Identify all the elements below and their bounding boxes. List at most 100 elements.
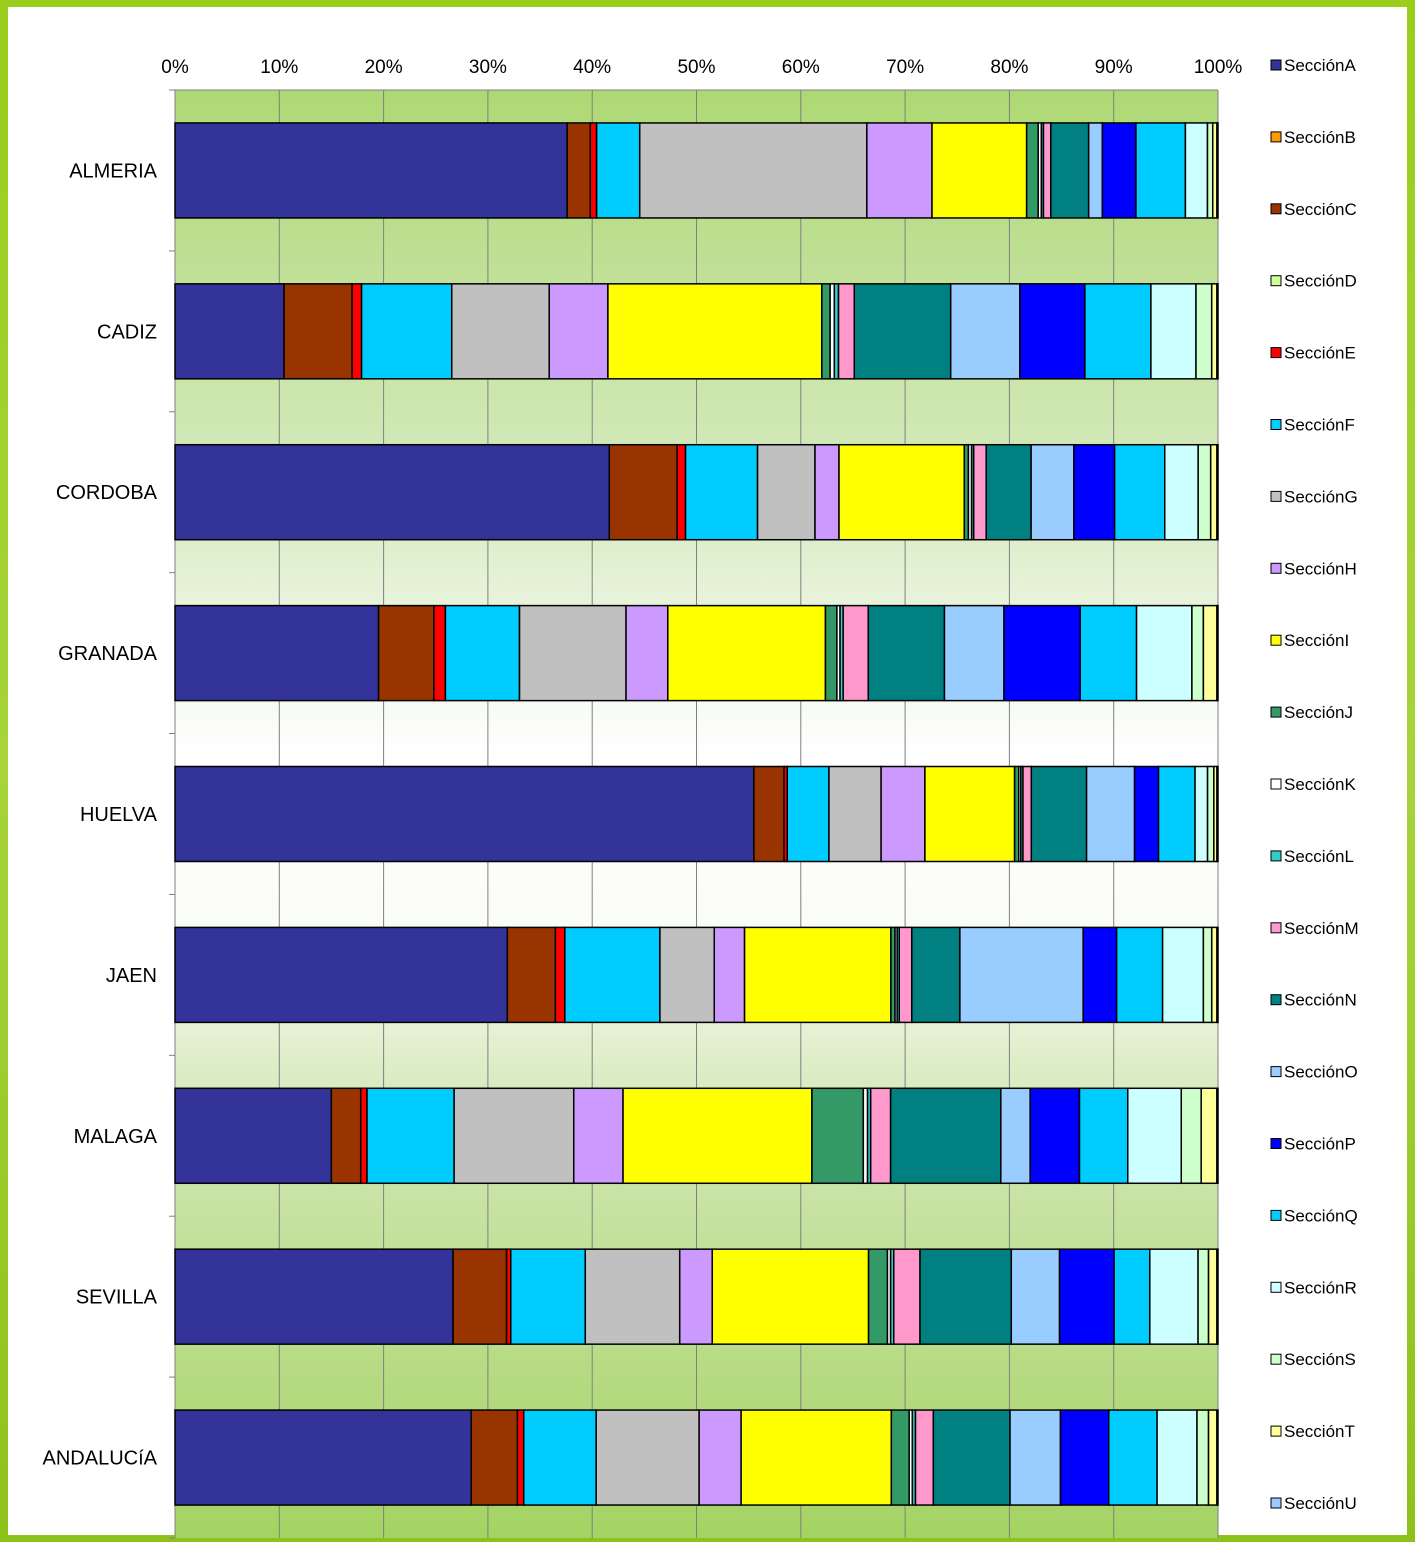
legend-swatch (1270, 419, 1282, 430)
bar-segment: SecciónH — ANDALUCíA (698, 1409, 742, 1506)
bar-segment: SecciónQ — SEVILLA (1113, 1248, 1151, 1345)
legend-label: SecciónK (1284, 775, 1356, 794)
legend-label: SecciónP (1284, 1135, 1356, 1154)
bar-segment: SecciónP — JAEN (1082, 926, 1118, 1024)
bar-segment: SecciónE — CORDOBA (676, 443, 687, 541)
bar-segment: SecciónG — SEVILLA (584, 1248, 681, 1345)
bar-segment: SecciónH — HUELVA (880, 765, 926, 863)
x-tick-label: 100% (1194, 57, 1243, 78)
bar-segment: SecciónS — JAEN (1202, 926, 1213, 1024)
bar-segment: SecciónA — HUELVA (174, 765, 755, 863)
bar-segment: SecciónN — JAEN (911, 926, 961, 1024)
bar-segment: SecciónS — MALAGA (1180, 1087, 1202, 1185)
category-label: JAEN (106, 965, 157, 987)
legend-swatch (1270, 562, 1282, 574)
category-label: CADIZ (97, 321, 157, 343)
legend-swatch (1270, 1497, 1282, 1509)
legend-label: SecciónM (1284, 919, 1359, 938)
legend-label: SecciónO (1284, 1063, 1358, 1082)
bar-segment: SecciónC — GRANADA (377, 604, 435, 702)
bar-segment: SecciónM — CORDOBA (972, 443, 987, 541)
bar-segment: SecciónO — MALAGA (1000, 1087, 1031, 1185)
x-tick-label: 70% (886, 57, 924, 78)
bar-segment: SecciónG — CADIZ (450, 283, 550, 380)
bar-segment: SecciónJ — ANDALUCíA (890, 1409, 910, 1506)
bar-segment: SecciónM — CADIZ (837, 283, 856, 380)
legend-swatch (1270, 1425, 1282, 1437)
legend-swatch (1270, 1138, 1282, 1149)
bar-segment: SecciónS — HUELVA (1206, 765, 1215, 863)
bar-segment: SecciónI — HUELVA (924, 765, 1016, 863)
bar-segment: SecciónA — GRANADA (174, 604, 380, 702)
legend-label: SecciónT (1284, 1422, 1355, 1441)
bar-segment: SecciónU — ALMERIA (1216, 122, 1219, 219)
bar-segment: SecciónP — GRANADA (1003, 604, 1081, 702)
bar-segment: SecciónG — MALAGA (453, 1087, 575, 1185)
category-labels: ALMERIA CADIZ CORDOBA GRANADA HUELVA JAEN MALA… (43, 160, 158, 1469)
bar-segment: SecciónI — JAEN (743, 926, 892, 1024)
bar-segment: SecciónE — ALMERIA (589, 122, 598, 219)
bar-segment: SecciónN — MALAGA (889, 1087, 1002, 1185)
legend-swatch (1270, 275, 1282, 287)
bar-segment: SecciónR — MALAGA (1127, 1087, 1183, 1185)
bar-segment: SecciónQ — GRANADA (1079, 604, 1138, 702)
bar-segment: SecciónJ — ALMERIA (1025, 122, 1039, 219)
legend-label: SecciónA (1284, 56, 1356, 75)
legend-label: SecciónD (1284, 272, 1357, 291)
bar-segment: SecciónS — CADIZ (1195, 283, 1213, 380)
bar-segment: SecciónA — JAEN (174, 926, 509, 1024)
legend-swatch (1270, 706, 1282, 718)
bar-segment: SecciónI — CADIZ (607, 283, 823, 380)
bar-segment: SecciónE — JAEN (554, 926, 566, 1024)
legend-label: SecciónF (1284, 416, 1355, 435)
bar-segment: SecciónP — ANDALUCíA (1059, 1409, 1110, 1506)
bar-segment: SecciónG — HUELVA (828, 765, 882, 863)
bar-segment: SecciónN — GRANADA (867, 604, 946, 702)
bar-segment: SecciónF — GRANADA (444, 604, 521, 702)
category-label: MALAGA (74, 1126, 158, 1148)
bar-segment: SecciónR — JAEN (1161, 926, 1205, 1024)
bar-segment: SecciónJ — MALAGA (811, 1087, 865, 1185)
bar-segment: SecciónN — ALMERIA (1050, 122, 1090, 219)
bar-segment: SecciónC — SEVILLA (452, 1248, 508, 1345)
legend-swatch (1270, 347, 1282, 359)
bar-segment: SecciónU — JAEN (1216, 926, 1219, 1024)
bar-segment: SecciónF — ANDALUCíA (522, 1409, 597, 1506)
bar-segment: SecciónH — MALAGA (572, 1087, 624, 1185)
legend-label: SecciónE (1284, 344, 1356, 363)
bar-segment: SecciónC — MALAGA (330, 1087, 362, 1185)
bar-segment: SecciónO — ALMERIA (1087, 122, 1104, 219)
bar-segment: SecciónR — ANDALUCíA (1156, 1409, 1198, 1506)
bar-segment: SecciónJ — GRANADA (824, 604, 838, 702)
bar-segment: SecciónN — CORDOBA (985, 443, 1032, 541)
bar-segment: SecciónM — JAEN (898, 926, 913, 1024)
legend-swatch (1270, 994, 1282, 1006)
bar-segment: SecciónG — CORDOBA (756, 443, 816, 541)
bar-segment: SecciónO — CORDOBA (1030, 443, 1075, 541)
legend-label: SecciónL (1284, 847, 1354, 866)
x-tick-label: 90% (1095, 57, 1133, 78)
bar-segment: SecciónC — JAEN (506, 926, 557, 1024)
bar-segment: SecciónN — SEVILLA (919, 1248, 1013, 1345)
bar-segment: SecciónQ — MALAGA (1078, 1087, 1129, 1185)
x-axis-tick-labels: 0% 10% 20% 30% 40% 50% 60% 70% 80% 90% 100% (161, 57, 1242, 78)
bar-segment: SecciónG — JAEN (659, 926, 716, 1024)
bar-segment: SecciónG — GRANADA (518, 604, 627, 702)
bar-segment: SecciónO — JAEN (959, 926, 1084, 1024)
legend-label: SecciónC (1284, 200, 1357, 219)
bar-segment: SecciónJ — CADIZ (821, 283, 831, 380)
bar-segment: SecciónH — JAEN (713, 926, 746, 1024)
bar-segment: SecciónO — ANDALUCíA (1009, 1409, 1062, 1506)
category-label: ALMERIA (69, 160, 157, 182)
bar-segment: SecciónM — ALMERIA (1042, 122, 1052, 219)
bar-segment: SecciónQ — HUELVA (1157, 765, 1196, 863)
bar-segment: SecciónI — MALAGA (622, 1087, 813, 1185)
legend-swatch (1270, 1209, 1282, 1221)
bar-segment: SecciónI — SEVILLA (711, 1248, 870, 1345)
bar-segment: SecciónS — SEVILLA (1197, 1248, 1210, 1345)
legend: SecciónA SecciónB SecciónC SecciónD SecciónE… (1270, 56, 1359, 1513)
x-tick-label: 60% (782, 57, 820, 78)
bar-segment: SecciónP — CORDOBA (1073, 443, 1116, 541)
category-label: GRANADA (58, 643, 158, 665)
